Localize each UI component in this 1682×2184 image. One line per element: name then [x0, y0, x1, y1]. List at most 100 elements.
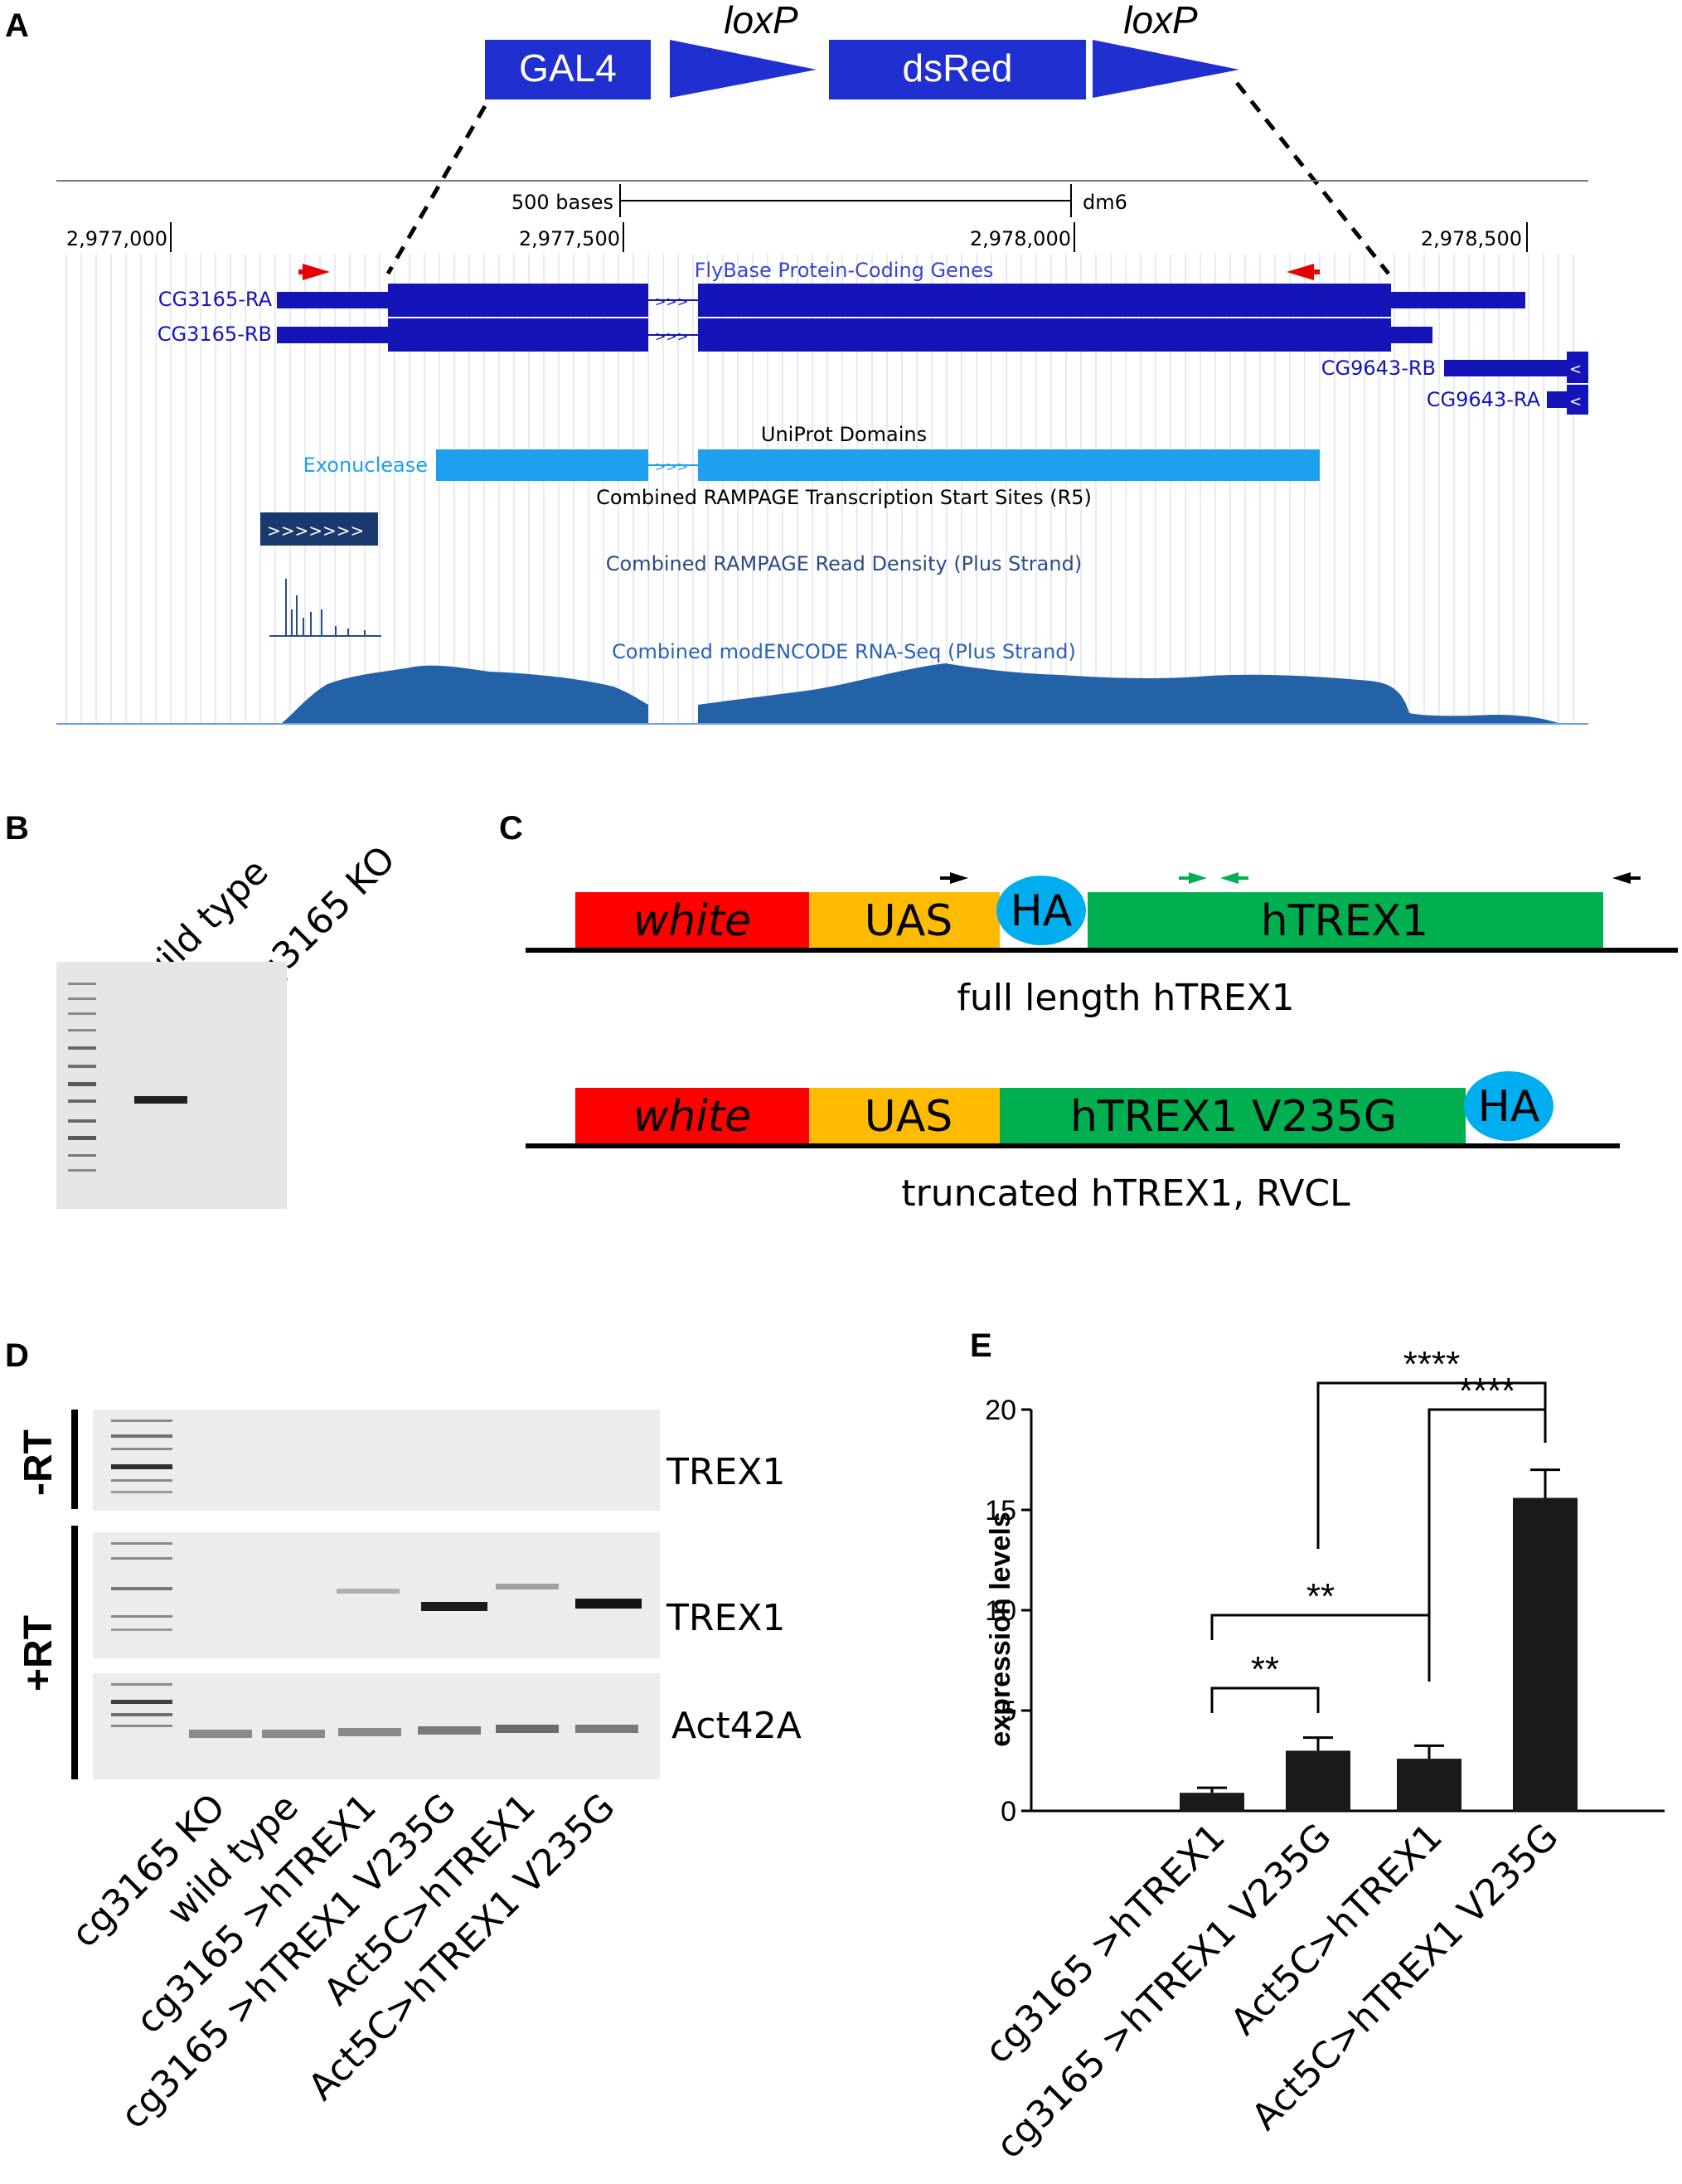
gene-cg3165-rb-utr3	[1391, 327, 1432, 343]
gene-cg9643-ra-exon	[1567, 385, 1588, 415]
primer-stem-forward	[298, 269, 308, 274]
intron-chevron-icon: >>>	[655, 328, 688, 344]
significance-bracket	[1428, 1408, 1547, 1642]
gel-d-band-cg3165-v235g	[421, 1602, 487, 1611]
gel-d-band-act5c-htrex1	[496, 1584, 559, 1589]
primer-green-forward-icon	[1189, 872, 1207, 884]
construct-full-length: white UAS hTREX1 HA full length hTREX1	[526, 872, 1678, 1019]
white-gene-label: white	[633, 1092, 751, 1142]
panel-label-b: B	[5, 810, 29, 847]
ha-tag-n	[996, 876, 1086, 945]
strand-chevron-icon: <	[1569, 361, 1582, 378]
gene-cg3165-rb-exon2	[698, 318, 1391, 352]
y-tick-label: 5	[1001, 1696, 1016, 1727]
gene-cg9643-ra-label: CG9643-RA	[1427, 388, 1541, 411]
construct-truncated: white UAS hTREX1 V235G HA truncated hTRE…	[526, 1071, 1620, 1215]
coord-2: 2,978,000	[970, 227, 1071, 250]
y-tick-label: 10	[985, 1595, 1016, 1627]
bar	[1513, 1497, 1578, 1811]
gel-d-band-act42a-2	[262, 1730, 325, 1738]
gene-cg9643-rb-utr	[1444, 360, 1567, 376]
primer-arrow-forward	[303, 264, 330, 280]
y-tick-label: 20	[985, 1395, 1016, 1426]
htrex1-box	[1088, 892, 1603, 949]
gel-d-plus-rt-trex1	[93, 1532, 660, 1658]
track-rampage-tss-label: Combined RAMPAGE Transcription Start Sit…	[596, 486, 1092, 509]
domain-chevron-icon: >>>	[655, 459, 688, 474]
gel-d-band-act42a-5	[496, 1725, 559, 1733]
ha-tag-c-label: HA	[1478, 1082, 1540, 1132]
ha-tag-c	[1464, 1071, 1554, 1141]
primer-green-forward-stem	[1179, 876, 1190, 880]
significance-label: **	[1306, 1576, 1335, 1617]
category-label: Act5C>hTREX1	[1223, 1816, 1451, 2044]
gene-label-act42a: Act42A	[671, 1705, 802, 1747]
gal4-box	[485, 40, 651, 99]
caption-truncated: truncated hTREX1, RVCL	[901, 1172, 1350, 1215]
primer-black-reverse-stem	[1629, 876, 1641, 880]
loxp-arrow-2	[1093, 40, 1239, 98]
white-gene-label: white	[633, 896, 751, 946]
insertion-line-left	[385, 104, 487, 275]
gene-cg9643-ra-utr	[1547, 391, 1567, 408]
coord-1: 2,977,500	[519, 227, 620, 250]
genome-browser: 500 bases dm6 2,977,000 2,977,500 2,978,…	[56, 180, 1588, 725]
track-rampage-density-label: Combined RAMPAGE Read Density (Plus Stra…	[606, 552, 1082, 575]
panel-label-c: C	[499, 810, 523, 847]
white-gene-box	[575, 892, 809, 949]
coord-0: 2,977,000	[66, 227, 167, 250]
gel-d-band-act42a-1	[189, 1730, 252, 1738]
loxp-label-1: loxP	[724, 0, 798, 41]
significance-bracket	[1210, 1614, 1431, 1682]
panel-label-d: D	[5, 1337, 29, 1374]
primer-black-reverse-icon	[1612, 872, 1631, 884]
significance-label: **	[1251, 1649, 1279, 1690]
gel-b-ladder	[68, 983, 96, 1172]
white-gene-box	[575, 1088, 809, 1144]
gene-cg3165-rb-exon1	[388, 318, 648, 352]
htrex1-label: hTREX1	[1261, 896, 1428, 946]
primer-arrow-reverse	[1287, 264, 1314, 280]
primer-black-forward-stem	[940, 876, 952, 880]
loxp-label-2: loxP	[1123, 0, 1198, 41]
gel-d-ladder-3	[111, 1683, 172, 1727]
strand-chevron-icon: <	[1569, 393, 1582, 410]
dsred-label: dsRed	[903, 46, 1013, 90]
dsred-box	[829, 40, 1086, 99]
gene-label-trex1-minus-rt: TREX1	[666, 1451, 785, 1493]
uas-box	[809, 1088, 1000, 1144]
primer-green-reverse-stem	[1237, 876, 1248, 880]
gene-cg3165-ra-utr5	[277, 292, 388, 308]
primer-green-reverse-icon	[1220, 872, 1238, 884]
domain-exonuclease-block-2	[698, 449, 1320, 481]
tss-block	[260, 512, 378, 546]
caption-full-length: full length hTREX1	[957, 977, 1294, 1019]
gel-d-band-cg3165-htrex1	[337, 1589, 400, 1594]
y-axis-label: expression levels	[985, 1512, 1016, 1747]
insertion-cassette: GAL4 loxP dsRed loxP	[385, 0, 1390, 275]
track-flybase-label: FlyBase Protein-Coding Genes	[695, 259, 994, 282]
bar	[1180, 1793, 1244, 1811]
gene-cg3165-ra-exon2	[698, 284, 1391, 317]
track-rnaseq-label: Combined modENCODE RNA-Seq (Plus Strand)	[612, 640, 1076, 663]
gene-cg3165-ra-label: CG3165-RA	[158, 288, 273, 311]
uas-box	[809, 892, 1000, 949]
bar	[1397, 1759, 1461, 1811]
uas-label: UAS	[865, 1092, 953, 1142]
gene-cg3165-rb-label: CG3165-RB	[158, 323, 272, 346]
intron-chevron-icon: >>>	[655, 294, 688, 309]
gel-d-band-act5c-v235g	[575, 1599, 642, 1609]
loxp-arrow-1	[670, 40, 817, 98]
significance-bracket	[1316, 1381, 1547, 1549]
coord-3: 2,978,500	[1421, 227, 1522, 250]
primer-black-forward-icon	[950, 872, 968, 884]
rnaseq-coverage	[56, 663, 1588, 723]
y-tick-label: 15	[985, 1495, 1016, 1526]
assembly-label: dm6	[1083, 191, 1127, 214]
gel-b	[56, 962, 287, 1209]
gal4-label: GAL4	[519, 46, 617, 90]
domain-exonuclease-block-1	[436, 449, 648, 481]
insertion-line-right	[1235, 81, 1390, 275]
